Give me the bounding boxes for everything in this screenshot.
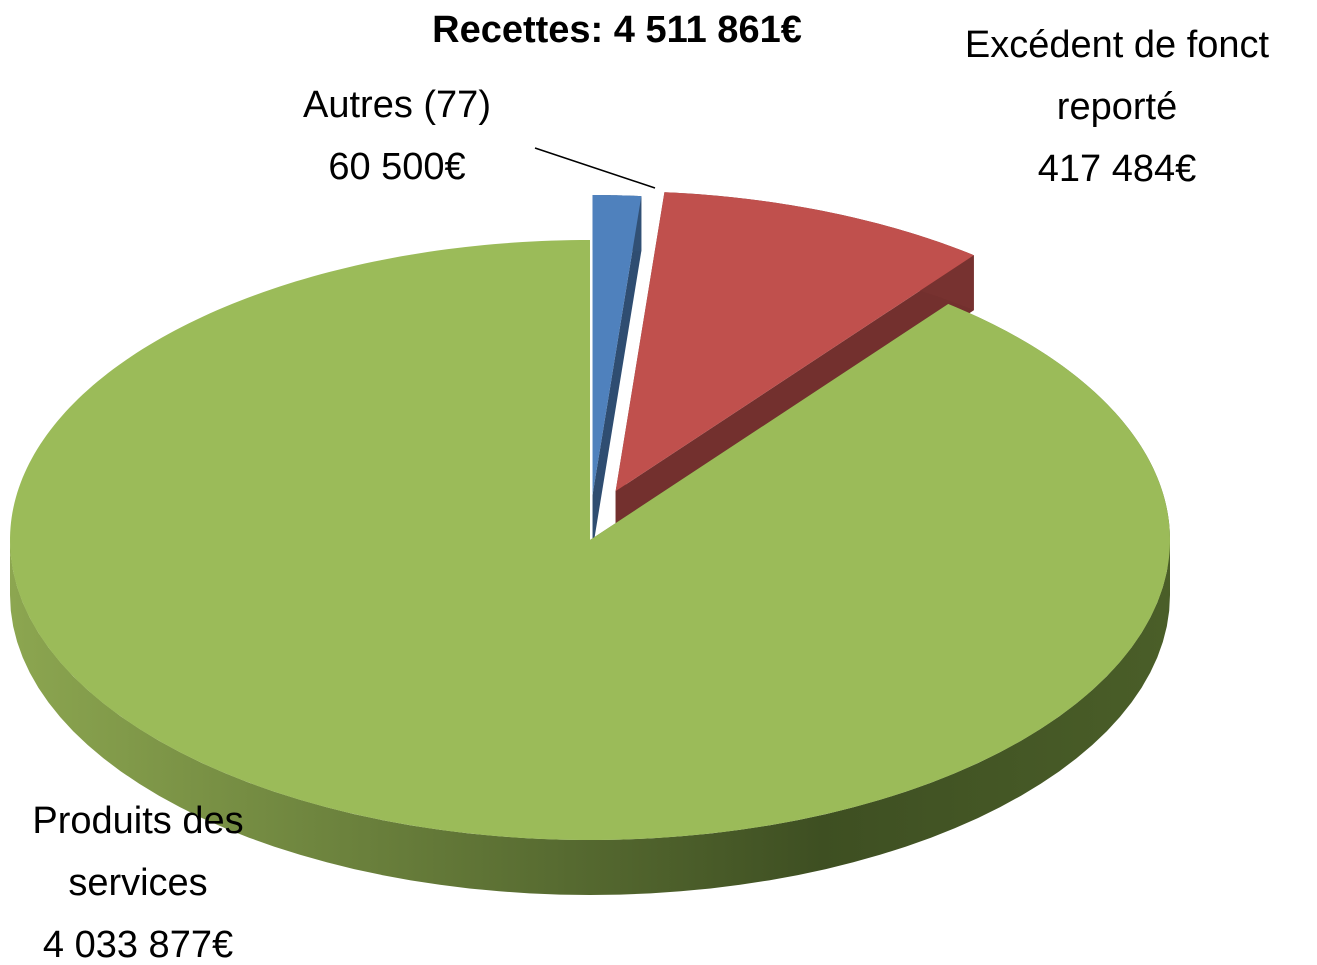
slice-side (10, 540, 1170, 895)
slice-label: Autres (77) 60 500€ (247, 74, 547, 198)
value-label: 60 500€ (328, 146, 466, 188)
slice-label: Excédent de fonct reporté 417 484€ (917, 14, 1317, 200)
slice-label: Produits des services 4 033 877€ (0, 790, 276, 965)
slice (615, 192, 974, 492)
value-label: 4 033 877€ (42, 924, 234, 965)
category-label: Excédent de fonct reporté (964, 24, 1270, 128)
category-label: Autres (77) (303, 84, 491, 126)
leader-line (534, 147, 656, 189)
slice-face (592, 196, 642, 551)
category-label: Produits des services (32, 800, 244, 904)
value-label: 417 484€ (1037, 148, 1197, 190)
slice (10, 240, 1170, 840)
chart-title: Recettes: 4 511 861€ (432, 9, 802, 51)
slice (592, 195, 642, 496)
